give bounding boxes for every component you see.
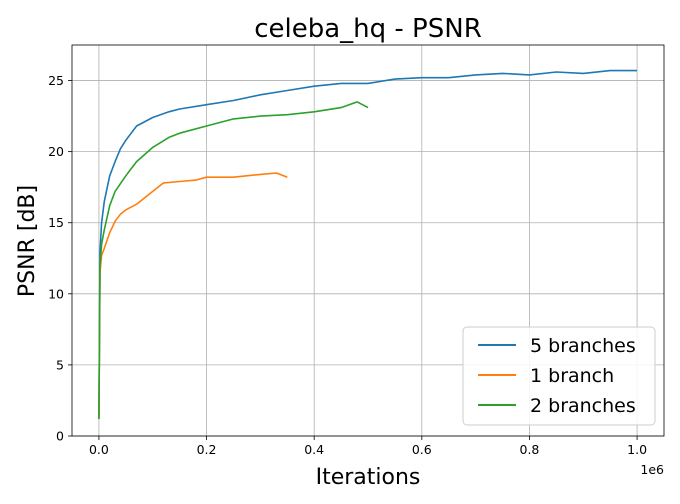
series-line-2	[98, 172, 288, 419]
legend-box	[462, 326, 656, 426]
series-layer	[98, 69, 638, 419]
x-tick-label: 0.6	[412, 442, 432, 457]
y-tick-label: 20	[48, 144, 64, 159]
legend-label-3: 2 branches	[530, 395, 636, 417]
x-tick-label: 0.0	[89, 442, 109, 457]
x-axis-ticks: 0.0 0.2 0.4 0.6 0.8 1.0	[89, 436, 647, 457]
x-axis-title: Iterations	[316, 465, 421, 490]
y-axis-title: PSNR [dB]	[15, 185, 40, 297]
y-tick-label: 15	[48, 215, 64, 230]
legend: 5 branches 1 branch 2 branches	[462, 326, 656, 426]
legend-label-2: 1 branch	[530, 365, 614, 387]
y-tick-label: 10	[48, 286, 64, 301]
plot-frame	[71, 44, 665, 437]
x-tick-label: 0.4	[304, 442, 324, 457]
legend-label-1: 5 branches	[530, 335, 636, 357]
x-offset-label: 1e6	[640, 462, 664, 477]
x-tick-label: 0.2	[197, 442, 217, 457]
y-tick-label: 5	[56, 357, 64, 372]
y-tick-label: 25	[48, 73, 64, 88]
chart-title: celeba_hq - PSNR	[254, 14, 482, 44]
series-line-3	[98, 101, 369, 419]
series-line-1	[98, 69, 638, 419]
y-tick-label: 0	[56, 429, 64, 444]
x-tick-label: 1.0	[627, 442, 647, 457]
y-axis-ticks: 0 5 10 15 20 25	[48, 73, 72, 444]
x-tick-label: 0.8	[520, 442, 540, 457]
